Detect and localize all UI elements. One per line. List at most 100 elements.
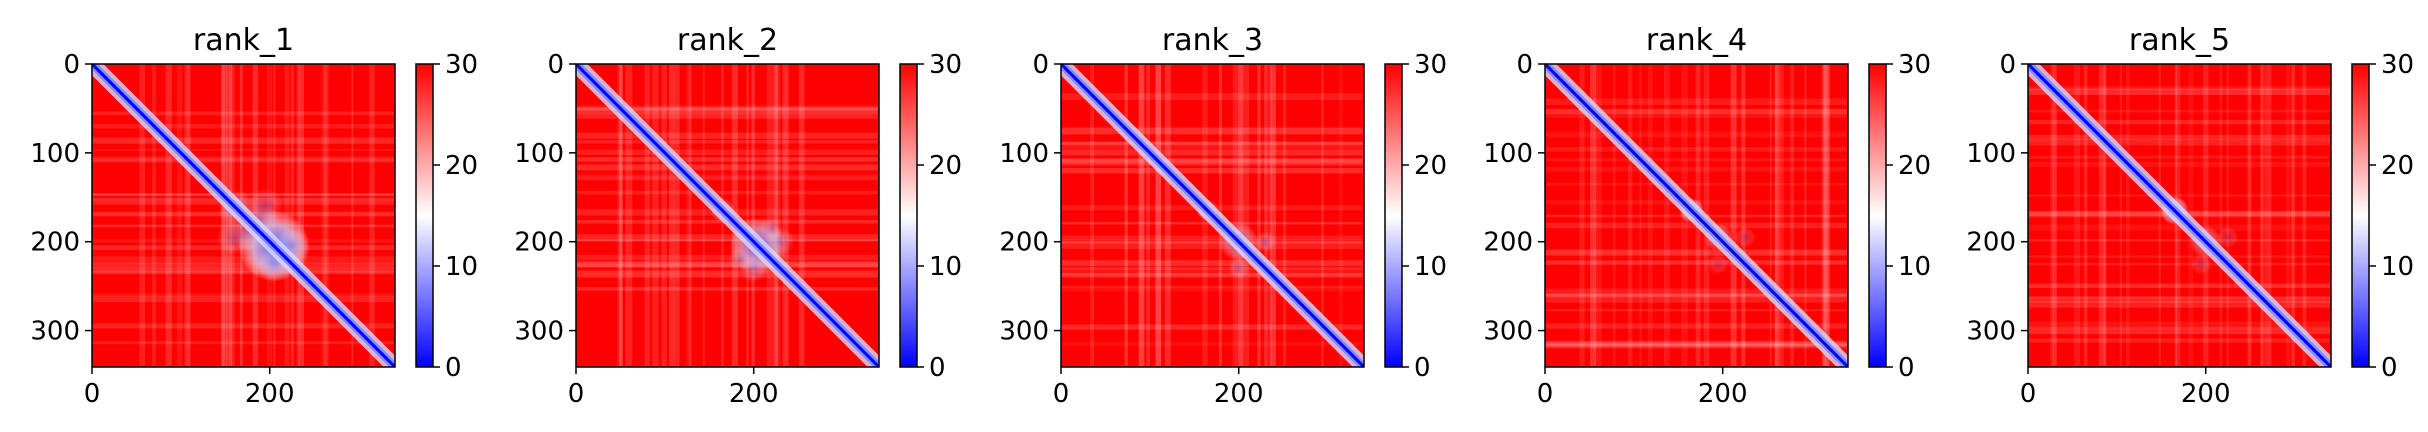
chart-title: rank_5 [2129,23,2230,58]
texture-stripe [92,296,395,302]
y-tick-label: 100 [514,139,564,169]
colorbar-tick-label: 30 [1898,50,1931,80]
texture-stripe [1283,64,1286,367]
texture-stripe [1257,64,1261,367]
x-tick-label: 0 [84,379,101,409]
colorbar-gradient [900,64,917,367]
texture-stripe [1545,344,1848,347]
y-tick-label: 100 [1483,139,1533,169]
colorbar-tick-label: 20 [1898,151,1931,181]
texture-stripe [1061,127,1364,134]
texture-stripe [1061,269,1364,275]
contact-blob [1734,227,1755,248]
colorbar: 0 10 20 30 [1385,50,1447,383]
texture-stripe [1156,64,1162,367]
texture-stripe [92,341,395,344]
colorbar-tick-label: 30 [1414,50,1447,80]
chart-title: rank_3 [1162,23,1263,58]
heatmap-panel-4: rank_4 0 100 200 300 0 200 0 10 20 30 [1483,23,1931,409]
texture-stripe [1545,250,1848,256]
texture-stripe [1139,64,1145,367]
heatmap-panel-5: rank_501002003000 2000102030 [1966,23,2414,409]
texture-stripe [1090,64,1094,367]
texture-stripe [1774,64,1779,367]
colorbar: 0 10 20 30 [900,50,962,383]
contact-blob [1228,258,1249,279]
chart-title: rank_4 [1646,23,1747,58]
texture-stripe [2261,64,2265,367]
y-tick-label: 200 [999,228,1049,258]
colorbar-tick-label: 10 [929,252,962,282]
texture-stripe [1061,142,1364,145]
colorbar: 0 10 20 30 [2352,50,2414,383]
texture-stripe [1061,342,1364,346]
texture-stripe [92,158,395,161]
texture-stripe [1061,260,1364,266]
heatmap-image [1061,64,1364,367]
colorbar-gradient [2352,64,2369,367]
y-tick-label: 300 [1966,317,2016,347]
y-tick-label: 0 [63,50,80,80]
x-tick-label: 200 [1214,379,1264,409]
y-tick-label: 200 [1483,228,1533,258]
colorbar-tick-label: 10 [2381,252,2414,282]
y-tick-label: 0 [1999,50,2016,80]
texture-stripe [2028,284,2331,288]
texture-stripe [1061,246,1364,249]
colorbar-gradient [416,64,433,367]
texture-stripe [2265,64,2272,367]
texture-stripe [2302,64,2306,367]
y-tick-label: 0 [1032,50,1049,80]
colorbar-tick-label: 20 [2381,151,2414,181]
colorbar: 0 10 20 30 [1869,50,1931,383]
texture-stripe [1146,64,1150,367]
texture-stripe [92,137,395,143]
heatmap-panel-1: rank_101002003000 2000102030 [30,23,478,409]
y-tick-label: 200 [514,228,564,258]
x-tick-label: 0 [1053,379,1070,409]
texture-stripe [1233,64,1237,367]
contact-blob [1255,231,1276,252]
colorbar-tick-label: 0 [1898,353,1915,383]
heatmap-panel-3: rank_3 0 100 200 300 0 200 0102030 [999,23,1447,409]
texture-stripe [1061,286,1364,288]
texture-stripe [92,124,395,129]
chart-title: rank_1 [193,23,294,58]
x-tick-label: 200 [245,379,295,409]
colorbar-tick-label: 10 [1414,252,1447,282]
colorbar-tick-label: 30 [2381,50,2414,80]
colorbar: 0 10 20 30 [416,50,478,383]
y-tick-label: 100 [1966,139,2016,169]
contact-blob [2217,227,2238,248]
texture-stripe [1243,64,1249,367]
heatmap-image [576,64,879,367]
texture-stripe [1731,64,1737,367]
x-tick-label: 200 [729,379,779,409]
colorbar-tick-label: 30 [445,50,478,80]
texture-stripe [1061,159,1364,166]
y-tick-label: 0 [1516,50,1533,80]
heatmap-panel-2: rank_2 0 100 200 300 0 200 0 10 20 30 [514,23,962,409]
texture-stripe [1238,64,1243,367]
colorbar-gradient [1869,64,1886,367]
colorbar-tick-label: 0 [445,353,462,383]
heatmap-image [1545,64,1848,367]
x-tick-label: 0 [2020,379,2037,409]
texture-stripe [92,268,395,272]
y-tick-label: 100 [999,139,1049,169]
colorbar-tick-label: 10 [1898,252,1931,282]
y-tick-label: 300 [999,317,1049,347]
texture-stripe [1825,64,1830,367]
texture-stripe [1165,64,1171,367]
y-tick-label: 300 [1483,317,1533,347]
contact-blob [728,247,753,272]
texture-stripe [1061,149,1364,155]
chart-title: rank_2 [677,23,778,58]
colorbar-tick-label: 0 [929,353,946,383]
y-tick-label: 200 [1966,228,2016,258]
texture-stripe [1664,64,1670,367]
texture-stripe [1545,293,1848,297]
texture-stripe [2028,301,2331,308]
texture-stripe [92,149,395,151]
texture-stripe [1061,236,1364,240]
